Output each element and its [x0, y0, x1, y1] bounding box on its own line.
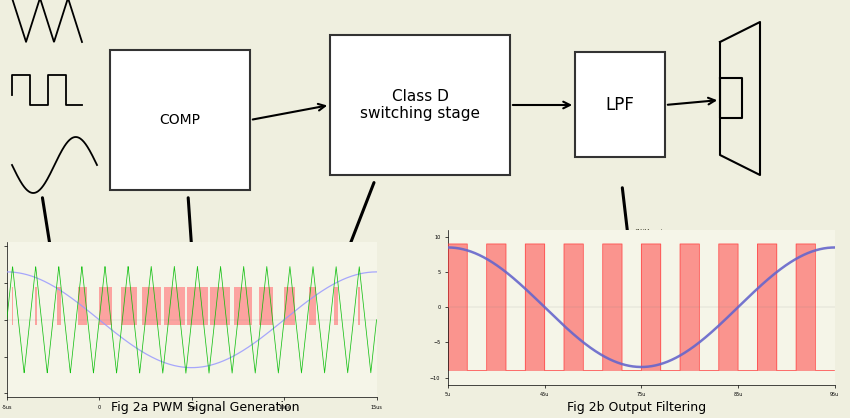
Text: Class D
switching stage: Class D switching stage: [360, 89, 480, 121]
Text: LPF: LPF: [605, 95, 634, 114]
Text: PWM_pulse_gen
Transient Analysis: PWM_pulse_gen Transient Analysis: [269, 272, 326, 283]
Text: COMP: COMP: [160, 113, 201, 127]
FancyBboxPatch shape: [330, 35, 510, 175]
Text: Fig 2a PWM Signal Generation: Fig 2a PWM Signal Generation: [110, 402, 299, 415]
FancyBboxPatch shape: [575, 52, 665, 157]
Text: PWM_pulse_gen
Transient Analysis: PWM_pulse_gen Transient Analysis: [632, 228, 688, 240]
Text: Fig 2b Output Filtering: Fig 2b Output Filtering: [568, 402, 706, 415]
FancyBboxPatch shape: [110, 50, 250, 190]
